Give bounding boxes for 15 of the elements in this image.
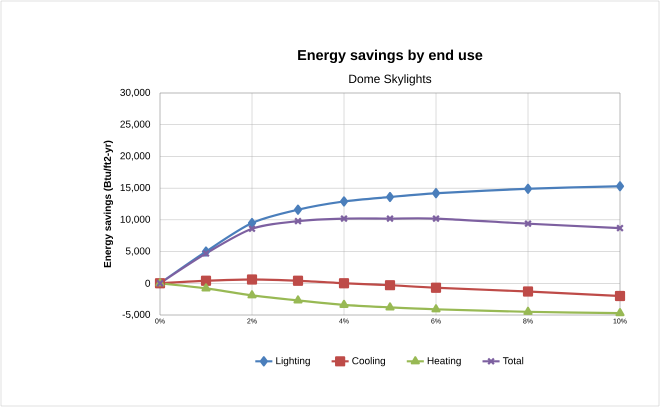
- legend-label: Lighting: [276, 356, 310, 366]
- y-tick-label: 20,000: [120, 152, 150, 161]
- y-tick-label: 15,000: [120, 184, 150, 192]
- y-tick-label: 5,000: [126, 247, 150, 256]
- y-tick-label: 30,000: [120, 88, 150, 98]
- legend-label: Cooling: [352, 356, 386, 366]
- y-tick-label: -5,000: [122, 310, 150, 320]
- y-tick-label: 10,000: [120, 216, 150, 224]
- chart-title: Energy savings by end use: [298, 50, 482, 64]
- y-tick-label: 0: [145, 280, 150, 287]
- legend-label: Total: [502, 356, 524, 364]
- y-axis-title: Energy savings (Btu/ft2-yr): [104, 140, 114, 268]
- chart-subtitle: Dome Skylights: [349, 74, 432, 86]
- y-tick-label: 25,000: [120, 120, 150, 129]
- legend-label: Heating: [428, 356, 461, 366]
